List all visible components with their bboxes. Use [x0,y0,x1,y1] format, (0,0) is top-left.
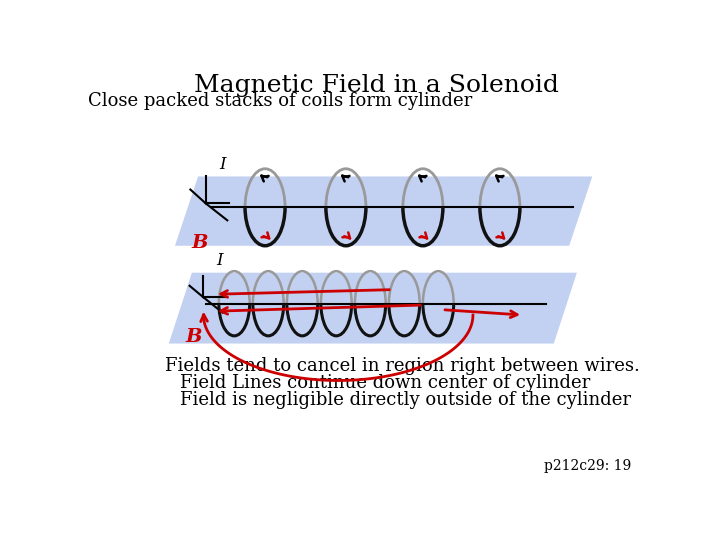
Text: p212c29: 19: p212c29: 19 [544,459,631,473]
Text: B: B [186,328,202,346]
Text: I: I [219,156,225,173]
Text: B: B [192,234,208,252]
Polygon shape [168,273,577,343]
Text: Magnetic Field in a Solenoid: Magnetic Field in a Solenoid [194,74,559,97]
Text: Fields tend to cancel in region right between wires.: Fields tend to cancel in region right be… [165,357,640,375]
Text: I: I [217,252,223,269]
Text: Field Lines continue down center of cylinder: Field Lines continue down center of cyli… [180,374,590,393]
Polygon shape [175,177,593,246]
Text: Field is negligible directly outside of the cylinder: Field is negligible directly outside of … [180,392,631,409]
Text: Close packed stacks of coils form cylinder: Close packed stacks of coils form cylind… [89,92,472,110]
